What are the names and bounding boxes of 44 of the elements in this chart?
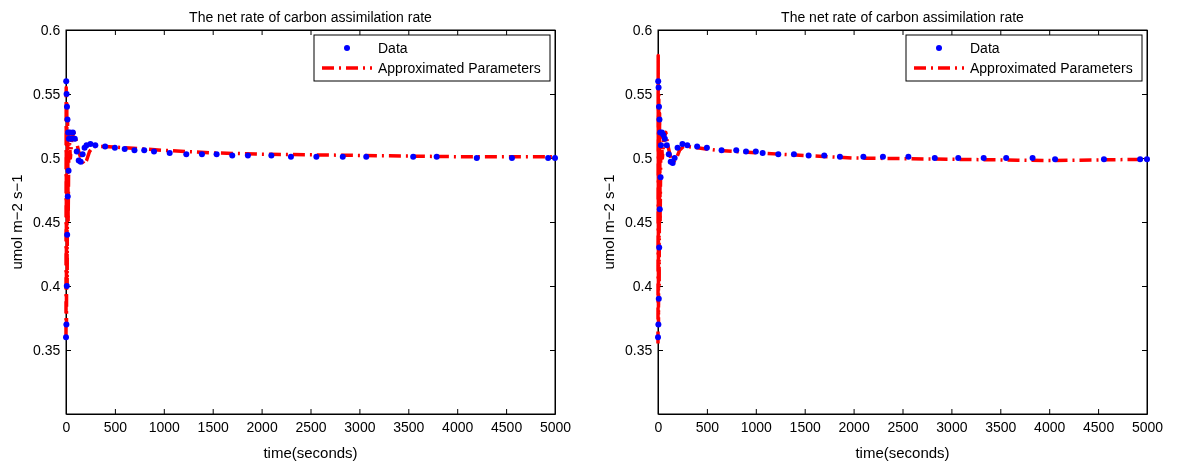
x-tick-label: 1500 [197, 419, 229, 436]
y-tick-label: 0.5 [632, 149, 653, 166]
x-tick-label: 4000 [1034, 419, 1066, 436]
y-tick-label: 0.35 [624, 341, 653, 358]
y-tick-label: 0.6 [632, 21, 653, 38]
x-axis-title: time(seconds) [263, 444, 358, 461]
chart-title: The net rate of carbon assimilation rate [189, 9, 433, 25]
x-tick-label: 2000 [838, 419, 870, 436]
x-tick-label: 2000 [246, 419, 278, 436]
legend-label: Data [970, 40, 1000, 56]
y-tick-label: 0.45 [624, 213, 653, 230]
x-tick-label: 500 [695, 419, 720, 436]
legend-label: Approximated Parameters [378, 60, 541, 76]
x-tick-label: 3000 [344, 419, 376, 436]
x-axis-title: time(seconds) [855, 444, 950, 461]
x-tick-label: 4500 [491, 419, 523, 436]
x-tick-label: 3000 [936, 419, 968, 436]
x-tick-label: 3500 [985, 419, 1017, 436]
x-tick-label: 5000 [1131, 419, 1164, 436]
x-tick-label: 500 [103, 419, 128, 436]
legend-label: Approximated Parameters [970, 60, 1133, 76]
y-tick-label: 0.55 [624, 85, 653, 102]
x-tick-label: 2500 [295, 419, 327, 436]
y-tick-label: 0.4 [632, 277, 653, 294]
x-tick-label: 5000 [539, 419, 572, 436]
y-tick-label: 0.5 [40, 149, 61, 166]
y-tick-label: 0.4 [40, 277, 61, 294]
x-tick-label: 4000 [442, 419, 474, 436]
y-axis-title: umol m−2 s−1 [8, 174, 25, 270]
y-tick-label: 0.45 [32, 213, 61, 230]
x-tick-label: 0 [654, 419, 663, 436]
x-tick-label: 0 [62, 419, 71, 436]
x-tick-label: 2500 [887, 419, 919, 436]
y-tick-label: 0.55 [32, 85, 61, 102]
x-tick-label: 4500 [1083, 419, 1115, 436]
x-tick-label: 1000 [148, 419, 181, 436]
x-tick-label: 1500 [789, 419, 821, 436]
y-tick-label: 0.35 [32, 341, 61, 358]
y-tick-label: 0.6 [40, 21, 61, 38]
x-tick-label: 1000 [740, 419, 773, 436]
x-tick-label: 3500 [393, 419, 425, 436]
legend-label: Data [378, 40, 408, 56]
y-axis-title: umol m−2 s−1 [600, 174, 617, 270]
chart-title: The net rate of carbon assimilation rate [781, 9, 1025, 25]
